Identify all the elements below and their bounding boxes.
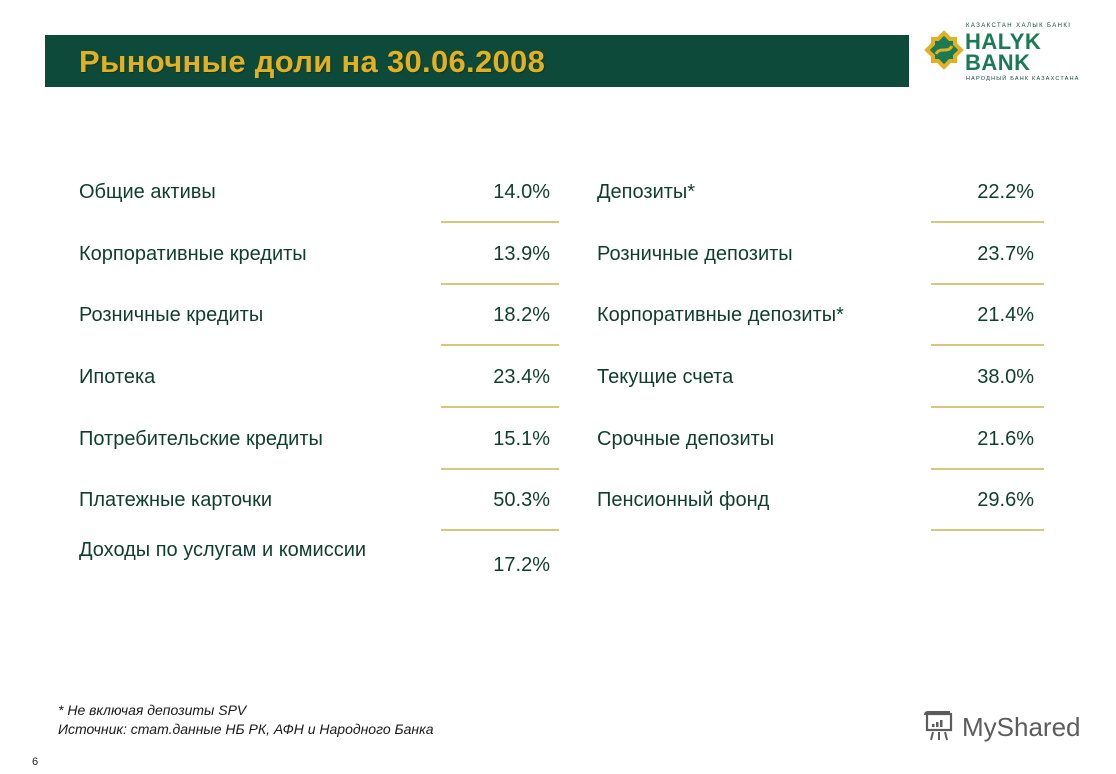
right-value-4: 21.6% [977,428,1034,450]
halyk-star-logo-icon [924,30,964,70]
logo-brand: HALYK BANK [965,29,1042,75]
watermark-text: MyShared [962,711,1081,742]
title-bar: Рыночные доли на 30.06.2008 [45,35,909,87]
page-number: 6 [32,756,39,768]
left-value-2: 18.2% [493,304,550,326]
logo-brand-line1: HALYK [965,29,1042,54]
page-title: Рыночные доли на 30.06.2008 [79,44,546,79]
logo-top-line: КАЗАКСТАН ХАЛЫК БАНКІ [966,23,1072,29]
divider [441,468,559,470]
divider [441,283,559,285]
divider [441,406,559,408]
divider [931,406,1044,408]
right-value-2: 21.4% [977,304,1034,326]
footnote-source: Источник: стат.данные НБ РК, АФН и Народ… [58,721,434,737]
footnote-spv: * Не включая депозиты SPV [58,702,247,718]
right-value-1: 23.7% [977,243,1034,265]
left-label-3: Ипотека [79,366,156,388]
left-label-2: Розничные кредиты [79,304,264,326]
divider [931,221,1044,223]
left-label-5: Платежные карточки [79,489,272,511]
divider [931,283,1044,285]
right-label-4: Срочные депозиты [597,428,775,450]
right-label-1: Розничные депозиты [597,243,793,265]
right-label-5: Пенсионный фонд [597,489,770,511]
left-value-0: 14.0% [493,181,550,203]
logo-brand-line2: BANK [965,50,1031,75]
right-value-3: 38.0% [977,366,1034,388]
left-value-1: 13.9% [493,243,550,265]
divider [931,529,1044,531]
left-label-0: Общие активы [79,181,216,203]
left-value-5: 50.3% [493,489,550,511]
left-value-3: 23.4% [493,366,550,388]
right-value-5: 29.6% [977,489,1034,511]
right-label-2: Корпоративные депозиты* [597,304,844,326]
right-value-0: 22.2% [977,181,1034,203]
right-label-0: Депозиты* [597,181,696,203]
left-value-4: 15.1% [493,428,550,450]
right-label-3: Текущие счета [597,366,734,388]
left-value-6: 17.2% [493,554,550,576]
divider [931,344,1044,346]
halyk-bank-logo: КАЗАКСТАН ХАЛЫК БАНКІ HALYK BANK НАРОДНЫ… [922,20,1102,84]
divider [441,529,559,531]
divider [931,468,1044,470]
presentation-board-icon [924,711,953,741]
divider [441,221,559,223]
myshared-watermark: MyShared [922,710,1081,744]
left-label-1: Корпоративные кредиты [79,243,307,265]
divider [441,344,559,346]
left-label-6: Доходы по услугам и комиссии [79,539,367,561]
left-label-4: Потребительские кредиты [79,428,323,450]
logo-bottom-line: НАРОДНЫЙ БАНК КАЗАХСТАНА [966,76,1080,82]
